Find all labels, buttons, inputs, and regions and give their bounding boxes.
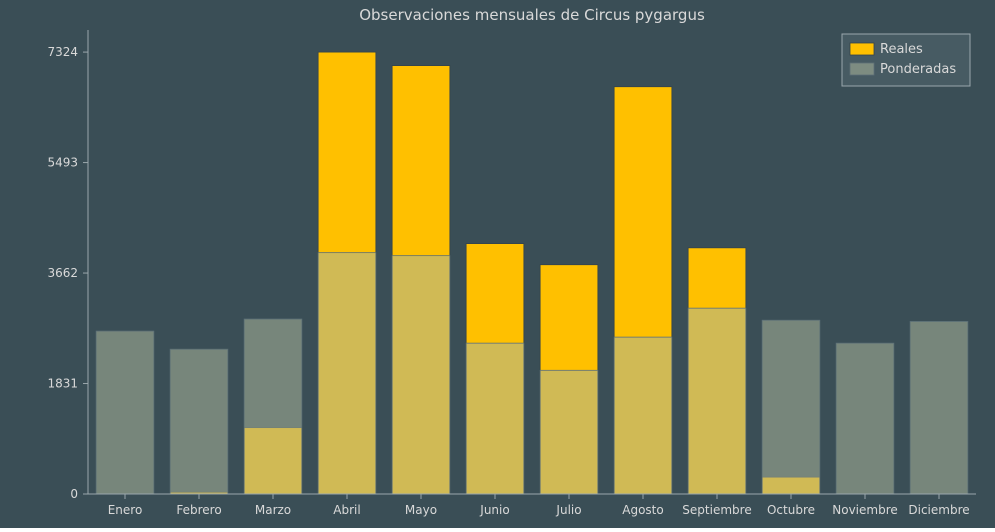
bar-ponderadas-2 — [244, 319, 302, 494]
x-tick-label: Enero — [108, 503, 143, 517]
x-tick-label: Diciembre — [908, 503, 969, 517]
y-tick-label: 3662 — [47, 266, 78, 280]
x-tick-label: Septiembre — [682, 503, 751, 517]
y-tick-label: 1831 — [47, 377, 78, 391]
bar-ponderadas-7 — [614, 337, 672, 494]
x-tick-label: Mayo — [405, 503, 437, 517]
bar-ponderadas-11 — [910, 321, 968, 494]
bar-ponderadas-3 — [318, 253, 376, 494]
bar-ponderadas-5 — [466, 343, 524, 494]
x-tick-label: Abril — [333, 503, 360, 517]
bar-ponderadas-4 — [392, 256, 450, 494]
legend-label: Reales — [880, 42, 923, 57]
legend: Reales Ponderadas — [842, 34, 970, 86]
y-tick-label: 5493 — [47, 156, 78, 170]
x-tick-label: Junio — [479, 503, 509, 517]
bar-ponderadas-9 — [762, 320, 820, 494]
x-tick-label: Marzo — [255, 503, 291, 517]
x-tick-label: Julio — [555, 503, 581, 517]
x-tick-label: Febrero — [176, 503, 221, 517]
bar-ponderadas-1 — [170, 349, 228, 494]
x-tick-label: Noviembre — [832, 503, 898, 517]
bar-ponderadas-10 — [836, 343, 894, 494]
chart-title: Observaciones mensuales de Circus pygarg… — [359, 6, 705, 24]
chart-container: 0 1831 3662 5493 7324 Enero Febrero Marzo Abril M… — [0, 0, 995, 528]
y-tick-label: 7324 — [47, 45, 78, 59]
bar-ponderadas-8 — [688, 308, 746, 494]
bar-ponderadas-6 — [540, 370, 598, 494]
legend-label: Ponderadas — [880, 62, 956, 77]
y-tick-label: 0 — [70, 487, 78, 501]
x-tick-label: Agosto — [622, 503, 663, 517]
x-tick-label: Octubre — [767, 503, 815, 517]
bar-ponderadas-0 — [96, 331, 154, 494]
